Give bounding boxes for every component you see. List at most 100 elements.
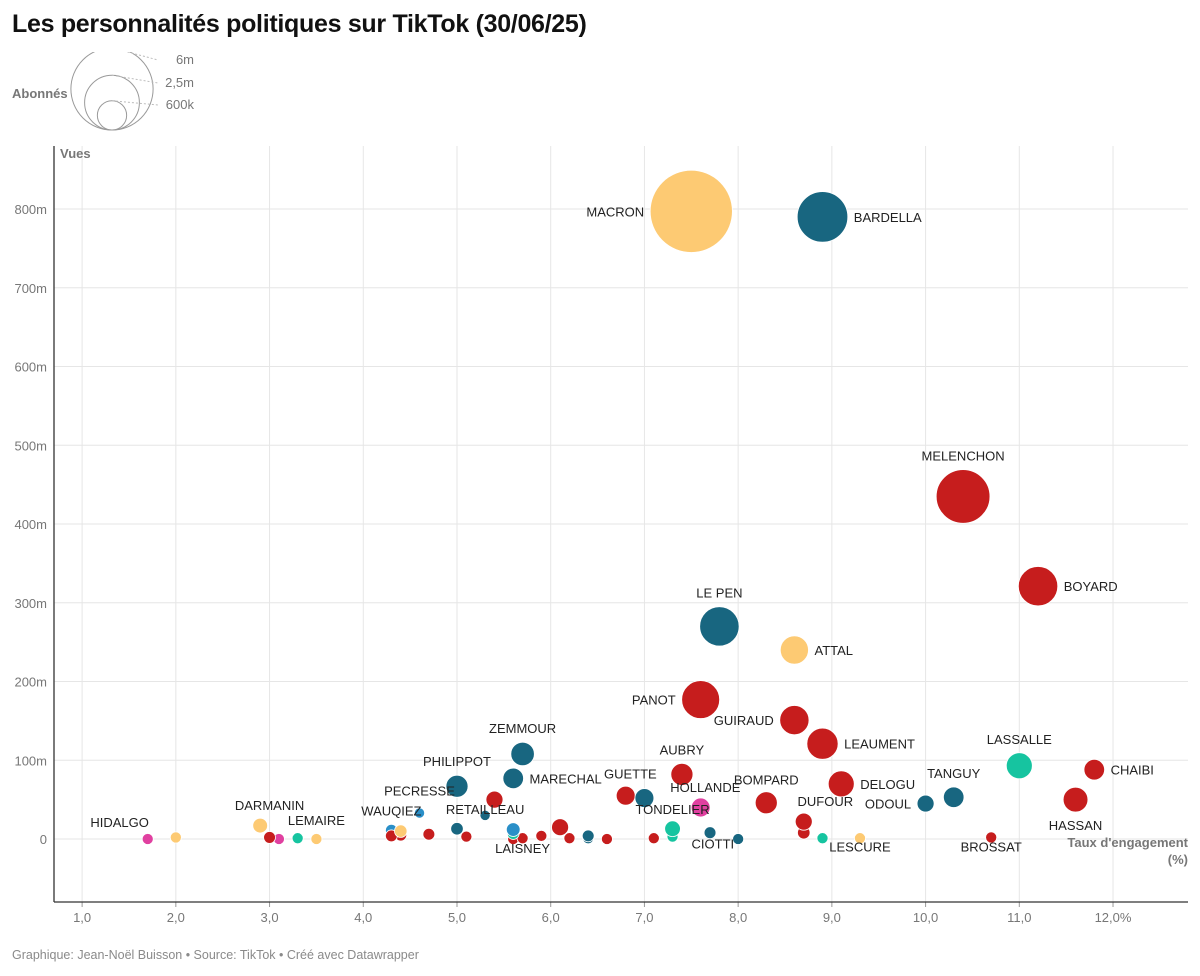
point xyxy=(263,831,276,844)
point-darmanin xyxy=(252,817,268,834)
point xyxy=(647,832,660,845)
annotation-pecresse: PECRESSE xyxy=(384,784,455,799)
point-tanguy xyxy=(943,786,965,808)
x-tick-label: 1,0 xyxy=(73,910,91,925)
scatter-chart: 0 100m 200m 300m 400m 500m 600m 700m 800m 1,0 2,0 3… xyxy=(14,146,1189,925)
label-attal: ATTAL xyxy=(814,643,853,658)
point-marechal xyxy=(502,767,524,790)
x-tick-label: 4,0 xyxy=(354,910,372,925)
annotation-tondelier: TONDELIER xyxy=(635,802,709,817)
label-hassan: HASSAN xyxy=(1049,818,1102,833)
label-odoul: ODOUL xyxy=(865,797,911,812)
annotation-dufour: DUFOUR xyxy=(798,794,854,809)
point-panot xyxy=(681,680,721,719)
label-lepen: LE PEN xyxy=(696,586,742,601)
annotation-ciotti: CIOTTI xyxy=(692,836,735,851)
size-legend-label: 6m xyxy=(176,52,194,67)
y-tick-label: 300m xyxy=(14,596,47,611)
y-tick-label: 200m xyxy=(14,675,47,690)
label-panot: PANOT xyxy=(632,693,676,708)
point-hidalgo xyxy=(141,833,154,845)
point-aubry xyxy=(670,762,694,786)
point xyxy=(460,830,473,843)
point xyxy=(634,788,655,808)
label-bardella: BARDELLA xyxy=(854,210,922,225)
x-tick-label: 2,0 xyxy=(167,910,185,925)
y-tick-label: 100m xyxy=(14,753,47,768)
annotation-bompard: BOMPARD xyxy=(734,773,799,788)
annotation-lemaire: LEMAIRE xyxy=(288,813,345,828)
annotation-retailleau: RETAILLEAU xyxy=(446,802,525,817)
label-melenchon: MELENCHON xyxy=(922,449,1005,464)
point xyxy=(505,822,521,837)
label-chaibi: CHAIBI xyxy=(1111,763,1154,778)
label-tanguy: TANGUY xyxy=(927,766,981,781)
annotation-lescure: LESCURE xyxy=(829,840,891,855)
chart-footer: Graphique: Jean-Noël Buisson • Source: T… xyxy=(12,948,419,962)
point-bardella xyxy=(796,191,849,243)
x-tick-label: 6,0 xyxy=(542,910,560,925)
point xyxy=(450,822,464,836)
label-lassalle: LASSALLE xyxy=(987,732,1052,747)
point-macron xyxy=(649,169,733,253)
annotation-darmanin: DARMANIN xyxy=(235,798,304,813)
point-attal xyxy=(779,635,809,665)
annotation-brossat: BROSSAT xyxy=(961,840,1022,855)
label-philippot: PHILIPPOT xyxy=(423,754,491,769)
x-tick-label: 9,0 xyxy=(823,910,841,925)
size-legend-label: 2,5m xyxy=(165,75,194,90)
point xyxy=(732,833,745,845)
y-tick-label: 600m xyxy=(14,360,47,375)
point-leaument xyxy=(806,727,839,760)
point xyxy=(794,812,813,831)
point xyxy=(600,833,613,845)
label-boyard: BOYARD xyxy=(1064,579,1118,594)
point-odoul xyxy=(916,794,935,813)
point-hollande xyxy=(690,797,711,818)
point-boyard xyxy=(1017,566,1059,607)
x-tick-label: 12,0% xyxy=(1095,910,1132,925)
point xyxy=(816,832,829,845)
point-bompard xyxy=(754,791,778,815)
point-pecresse xyxy=(413,807,426,819)
point xyxy=(422,827,436,841)
size-legend-label: 600k xyxy=(166,97,195,112)
point-hassan xyxy=(1062,786,1089,813)
point xyxy=(535,829,548,842)
point xyxy=(551,818,570,837)
point-chaibi xyxy=(1083,759,1105,781)
point-zemmour xyxy=(510,741,535,767)
y-tick-label: 0 xyxy=(40,832,47,847)
x-axis-title: Taux d'engagement xyxy=(1067,835,1188,850)
point xyxy=(485,790,504,809)
point xyxy=(854,832,866,845)
point-delogu xyxy=(827,770,855,798)
point xyxy=(310,833,323,845)
label-marechal: MARECHAL xyxy=(530,771,602,786)
label-aubry: AUBRY xyxy=(660,742,705,757)
y-tick-label: 400m xyxy=(14,517,47,532)
annotation-hollande: HOLLANDE xyxy=(670,780,740,795)
point xyxy=(703,826,717,840)
point-lassalle xyxy=(1005,752,1033,780)
x-tick-label: 5,0 xyxy=(448,910,466,925)
point-guette xyxy=(615,785,636,806)
annotation-laisney: LAISNEY xyxy=(495,841,550,856)
chart-title: Les personnalités politiques sur TikTok … xyxy=(12,10,587,38)
point xyxy=(291,832,304,845)
point xyxy=(581,829,595,843)
y-tick-label: 500m xyxy=(14,438,47,453)
label-zemmour: ZEMMOUR xyxy=(489,721,556,736)
label-leaument: LEAUMENT xyxy=(844,737,915,752)
annotation-guette: GUETTE xyxy=(604,766,657,781)
y-axis-title: Vues xyxy=(60,146,91,161)
point-tondelier xyxy=(664,820,681,838)
y-tick-label: 800m xyxy=(14,202,47,217)
x-axis-unit: (%) xyxy=(1168,852,1188,867)
x-tick-label: 10,0 xyxy=(913,910,938,925)
size-legend: Abonnés 6m 2,5m 600k xyxy=(12,52,195,131)
label-delogu: DELOGU xyxy=(860,777,915,792)
label-macron: MACRON xyxy=(586,204,644,219)
size-legend-title: Abonnés xyxy=(12,86,68,101)
point-lepen xyxy=(699,606,740,647)
